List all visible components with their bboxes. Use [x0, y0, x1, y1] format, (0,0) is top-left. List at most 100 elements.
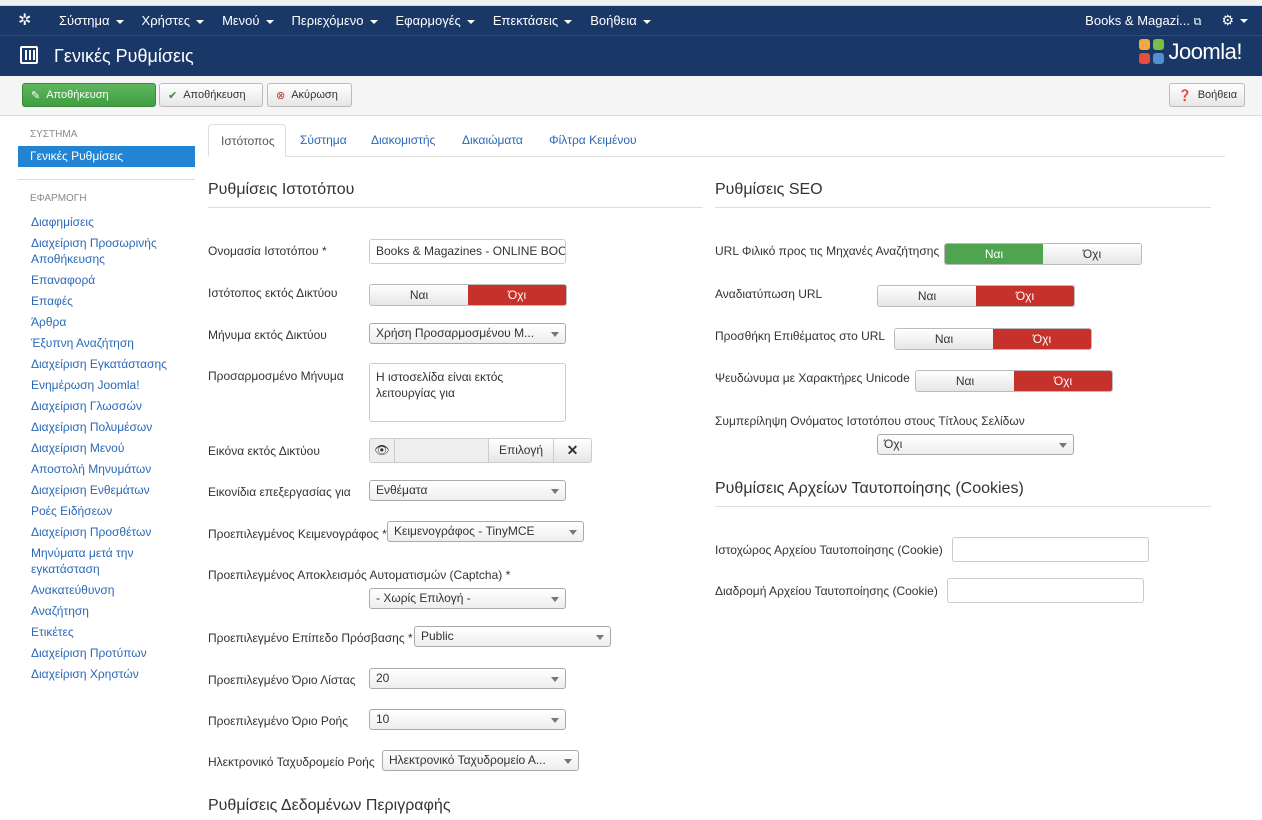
menu-extensions[interactable]: Επεκτάσεις: [484, 6, 581, 35]
menu-components[interactable]: Εφαρμογές: [387, 6, 484, 35]
menu-users[interactable]: Χρήστες: [133, 6, 214, 35]
suffix-yes-option[interactable]: Ναι: [895, 329, 993, 349]
site-settings-title: Ρυθμίσεις Ιστοτόπου: [208, 181, 703, 208]
unicode-no-option[interactable]: Όχι: [1014, 371, 1112, 391]
sidebar-item[interactable]: Διαχείριση Μενού: [31, 441, 125, 455]
sidebar-item[interactable]: Επαναφορά: [31, 273, 96, 287]
site-name: Books & Magazi...: [1085, 12, 1190, 28]
sidebar-item[interactable]: Ενημέρωση Joomla!: [31, 378, 140, 392]
rewrite-yes-option[interactable]: Ναι: [878, 286, 976, 306]
menu-content-label: Περιεχόμενο: [291, 13, 364, 28]
check-icon: ✔: [168, 89, 178, 102]
title-bar: Γενικές Ρυθμίσεις Joomla!: [0, 35, 1262, 76]
cookie-path-input[interactable]: [947, 578, 1144, 603]
edit-icons-label: Εικονίδια επεξεργασίας για: [208, 485, 351, 499]
joomla-logo-text: Joomla!: [1168, 39, 1242, 64]
sidebar-item[interactable]: Αποστολή Μηνυμάτων: [31, 462, 152, 476]
rewrite-no-option[interactable]: Όχι: [976, 286, 1074, 306]
offline-message-select[interactable]: Χρήση Προσαρμοσμένου Μ...: [369, 323, 566, 344]
tab-server[interactable]: Διακομιστής: [371, 133, 436, 147]
sef-toggle: Ναι Όχι: [944, 243, 1142, 265]
sidebar-item[interactable]: Αναζήτηση: [31, 604, 89, 618]
save-button[interactable]: ✎ Αποθήκευση: [22, 83, 156, 107]
joomla-home-icon[interactable]: ✲: [18, 12, 32, 29]
sidebar-item[interactable]: Ετικέτες: [31, 625, 74, 639]
tab-site[interactable]: Ιστότοπος: [208, 124, 286, 157]
sef-yes-option[interactable]: Ναι: [945, 244, 1043, 264]
sidebar-item-global-config[interactable]: Γενικές Ρυθμίσεις: [18, 146, 195, 167]
sidebar-item[interactable]: Διαχείριση Πολυμέσων: [31, 420, 153, 434]
edit-icons-select[interactable]: Ενθέματα: [369, 480, 566, 501]
offline-yes-option[interactable]: Ναι: [370, 285, 468, 305]
config-tabs: Ιστότοπος Σύστημα Διακομιστής Δικαιώματα…: [208, 124, 1225, 157]
site-link[interactable]: Books & Magazi... ⧉: [1085, 13, 1201, 29]
sidebar-item[interactable]: Επαφές: [31, 294, 73, 308]
access-select[interactable]: Public: [414, 626, 611, 647]
sitename-input[interactable]: Books & Magazines - ONLINE BOOKSTORE: [369, 239, 566, 264]
sliders-icon: [20, 46, 38, 64]
top-menu: Σύστημα Χρήστες Μενού Περιεχόμενο Εφαρμο…: [50, 6, 660, 35]
page-title: Γενικές Ρυθμίσεις: [54, 46, 194, 66]
suffix-no-option[interactable]: Όχι: [993, 329, 1091, 349]
help-button[interactable]: ❓ Βοήθεια: [1169, 83, 1245, 107]
chevron-down-icon[interactable]: [1240, 18, 1248, 23]
sitename-pages-select[interactable]: Όχι: [877, 434, 1074, 455]
menu-content[interactable]: Περιεχόμενο: [283, 6, 387, 35]
sitename-label: Ονομασία Ιστοτόπου *: [208, 244, 327, 258]
sidebar-item[interactable]: Διαχείριση Ενθεμάτων: [31, 483, 150, 497]
seo-settings-title: Ρυθμίσεις SEO: [715, 181, 1211, 208]
cookie-domain-input[interactable]: [952, 537, 1149, 562]
captcha-label: Προεπιλεγμένος Αποκλεισμός Αυτοματισμών …: [208, 568, 511, 582]
metadata-settings-title: Ρυθμίσεις Δεδομένων Περιγραφής: [208, 797, 451, 814]
joomla-logo-icon: [1139, 39, 1165, 65]
captcha-select[interactable]: - Χωρίς Επιλογή -: [369, 588, 566, 609]
unicode-yes-option[interactable]: Ναι: [916, 371, 1014, 391]
offline-message-label: Μήνυμα εκτός Δικτύου: [208, 328, 327, 342]
save-close-button[interactable]: ✔ Αποθήκευση: [159, 83, 263, 107]
offline-toggle: Ναι Όχι: [369, 284, 567, 306]
sidebar-item[interactable]: Διαχείριση Προτύπων: [31, 646, 147, 660]
sef-no-option[interactable]: Όχι: [1043, 244, 1141, 264]
sidebar-item[interactable]: Ανακατεύθυνση: [31, 583, 115, 597]
sidebar-item[interactable]: Έξυπνη Αναζήτηση: [31, 336, 134, 350]
editor-select[interactable]: Κειμενογράφος - TinyMCE: [387, 521, 584, 542]
custom-message-label: Προσαρμοσμένο Μήνυμα: [208, 369, 344, 383]
gear-icon[interactable]: ⚙: [1221, 12, 1234, 28]
sidebar-divider: [18, 179, 195, 180]
sidebar-item[interactable]: Διαχείριση Γλωσσών: [31, 399, 142, 413]
menu-system-label: Σύστημα: [59, 13, 110, 28]
tab-system[interactable]: Σύστημα: [300, 133, 347, 147]
help-label: Βοήθεια: [1197, 89, 1238, 101]
cookie-settings-title: Ρυθμίσεις Αρχείων Ταυτοποίησης (Cookies): [715, 480, 1211, 507]
clear-icon[interactable]: ✕: [553, 439, 591, 462]
feed-email-select[interactable]: Ηλεκτρονικό Ταχυδρομείο Α...: [382, 750, 579, 771]
menu-menus[interactable]: Μενού: [213, 6, 282, 35]
tab-text-filters[interactable]: Φίλτρα Κειμένου: [549, 133, 637, 147]
menu-help[interactable]: Βοήθεια: [581, 6, 660, 35]
sidebar-item[interactable]: Διαχείριση Εγκατάστασης: [31, 357, 167, 371]
offline-image-label: Εικόνα εκτός Δικτύου: [208, 444, 320, 458]
sidebar-item[interactable]: Διαχείριση Προσθέτων: [31, 525, 152, 539]
menu-system[interactable]: Σύστημα: [50, 6, 133, 35]
unicode-toggle: Ναι Όχι: [915, 370, 1113, 392]
list-limit-select[interactable]: 20: [369, 668, 566, 689]
sidebar-item[interactable]: Διαφημίσεις: [31, 215, 94, 229]
rewrite-toggle: Ναι Όχι: [877, 285, 1075, 307]
custom-message-textarea[interactable]: Η ιστοσελίδα είναι εκτός λειτουργίας για: [369, 363, 566, 422]
feed-limit-label: Προεπιλεγμένο Όριο Ροής: [208, 714, 349, 728]
save-close-label: Αποθήκευση: [183, 89, 246, 101]
sidebar-item[interactable]: Μηνύματα μετά την εγκατάσταση: [31, 546, 134, 576]
image-select-button[interactable]: Επιλογή: [488, 439, 553, 462]
feed-limit-select[interactable]: 10: [369, 709, 566, 730]
offline-image-field: 👁 Επιλογή ✕: [369, 438, 592, 463]
sidebar-item[interactable]: Ροές Ειδήσεων: [31, 504, 113, 518]
eye-icon[interactable]: 👁: [370, 439, 395, 462]
sidebar: ΣΥΣΤΗΜΑ Γενικές Ρυθμίσεις ΕΦΑΡΜΟΓΗ Διαφη…: [18, 128, 195, 687]
cancel-button[interactable]: ⊗ Ακύρωση: [267, 83, 352, 107]
sidebar-item[interactable]: Διαχείριση Προσωρινής Αποθήκευσης: [31, 236, 157, 266]
sidebar-item[interactable]: Άρθρα: [31, 315, 67, 329]
sidebar-item[interactable]: Διαχείριση Χρηστών: [31, 667, 139, 681]
offline-no-option[interactable]: Όχι: [468, 285, 566, 305]
menu-users-label: Χρήστες: [141, 13, 191, 28]
tab-permissions[interactable]: Δικαιώματα: [462, 133, 523, 147]
